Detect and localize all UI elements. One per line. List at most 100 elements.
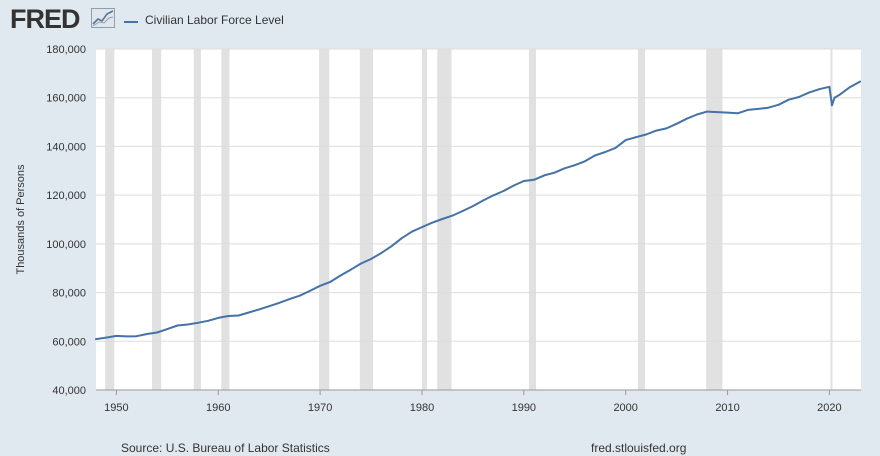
data-point <box>808 91 810 94</box>
data-point <box>726 111 729 114</box>
recession-band <box>421 49 428 390</box>
recession-band <box>359 49 374 390</box>
data-point <box>675 122 678 125</box>
data-point <box>777 103 780 106</box>
data-point <box>390 245 393 248</box>
data-point <box>818 88 821 91</box>
data-point <box>105 336 108 339</box>
y-tick-label: 60,000 <box>52 336 86 348</box>
data-point <box>747 109 749 111</box>
data-point <box>207 319 210 322</box>
data-point <box>833 96 836 99</box>
data-point <box>798 96 800 98</box>
recession-band <box>105 49 115 390</box>
x-tick-label: 2010 <box>715 402 739 414</box>
x-tick-label: 1980 <box>410 402 434 414</box>
data-point <box>553 171 556 174</box>
data-point <box>482 199 484 202</box>
data-point <box>757 108 759 110</box>
data-point <box>767 106 770 109</box>
site-link[interactable]: fred.stlouisfed.org <box>591 441 687 455</box>
legend-label: Civilian Labor Force Level <box>145 13 284 27</box>
recession-band <box>319 49 330 390</box>
data-point <box>716 111 719 113</box>
data-point <box>594 154 596 157</box>
data-point <box>156 331 159 334</box>
data-point <box>186 323 189 326</box>
data-point <box>421 226 423 229</box>
data-point <box>258 308 260 311</box>
data-point <box>268 305 271 308</box>
recession-band <box>528 49 537 390</box>
data-point <box>838 93 841 96</box>
y-axis-title: Thousands of Persons <box>15 164 27 275</box>
data-point <box>624 139 627 142</box>
data-point <box>563 167 566 170</box>
y-tick-label: 100,000 <box>46 239 86 251</box>
y-tick-label: 140,000 <box>46 141 86 153</box>
data-point <box>736 112 739 115</box>
data-point <box>859 80 861 83</box>
recession-band <box>706 49 723 390</box>
y-tick-label: 120,000 <box>46 190 86 202</box>
legend-swatch <box>124 21 138 23</box>
y-tick-label: 40,000 <box>52 385 86 397</box>
recession-band <box>437 49 452 390</box>
data-point <box>309 290 311 292</box>
data-point <box>665 127 668 130</box>
data-point <box>451 214 454 217</box>
data-point <box>685 117 688 120</box>
y-tick-label: 160,000 <box>46 93 86 105</box>
data-point <box>441 218 444 220</box>
data-point <box>522 180 525 182</box>
data-point <box>349 268 352 271</box>
data-point <box>461 210 464 212</box>
data-point <box>533 178 535 181</box>
y-tick-label: 180,000 <box>46 44 86 56</box>
data-point <box>237 314 240 317</box>
data-point <box>319 284 321 287</box>
recession-band <box>830 49 833 390</box>
data-point <box>339 274 342 277</box>
data-point <box>831 104 833 107</box>
data-point <box>380 252 383 255</box>
data-point <box>135 335 138 338</box>
x-tick-label: 2000 <box>613 402 637 414</box>
data-point <box>696 113 698 116</box>
data-point <box>645 133 647 136</box>
data-point <box>410 230 413 233</box>
data-point <box>828 85 831 88</box>
data-point <box>146 333 148 335</box>
plot-area <box>96 49 861 390</box>
x-tick-label: 2020 <box>817 402 841 414</box>
data-point <box>370 258 372 260</box>
data-point <box>543 174 546 177</box>
chart-header: FRED Civilian Labor Force Level <box>0 0 880 44</box>
recession-band <box>193 49 201 390</box>
data-point <box>655 129 658 132</box>
x-tick-label: 1950 <box>104 402 128 414</box>
data-point <box>298 294 301 297</box>
data-point <box>492 194 495 197</box>
fred-logo[interactable]: FRED <box>10 4 80 34</box>
recession-band <box>221 49 230 390</box>
data-point <box>584 160 586 163</box>
data-point <box>288 298 291 300</box>
data-point <box>95 338 97 340</box>
data-point <box>115 335 118 337</box>
data-point <box>787 98 790 101</box>
data-point <box>176 324 179 327</box>
data-point <box>614 147 617 149</box>
data-point <box>247 311 250 314</box>
data-point <box>848 86 851 89</box>
data-point <box>502 190 505 192</box>
data-point <box>573 164 576 167</box>
data-point <box>472 205 474 208</box>
data-point <box>431 221 434 224</box>
data-point <box>635 136 637 139</box>
source-note: Source: U.S. Bureau of Labor Statistics <box>121 441 330 455</box>
data-point <box>329 281 332 283</box>
data-point <box>512 184 515 187</box>
data-point <box>706 110 709 113</box>
